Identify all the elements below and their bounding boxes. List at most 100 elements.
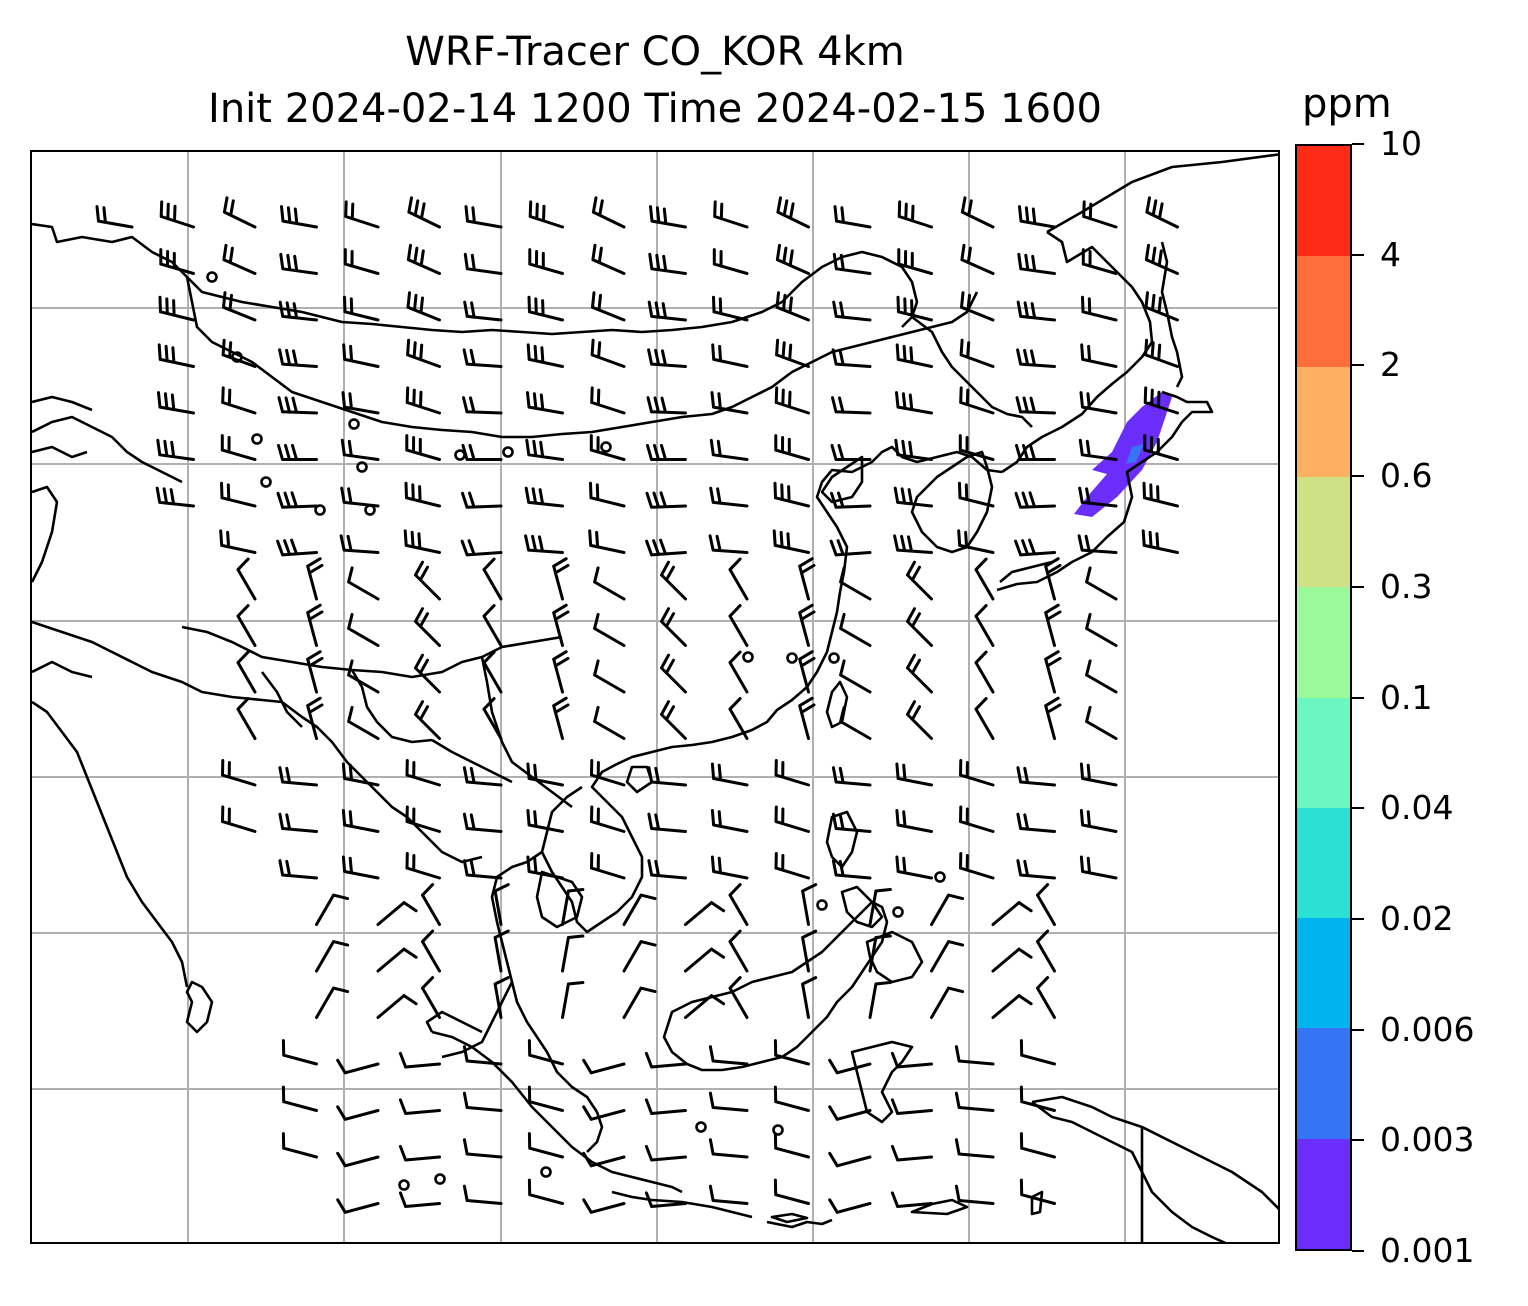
calm-marker [434, 1173, 446, 1185]
wind-barb [1145, 196, 1179, 229]
wind-barb [960, 291, 995, 322]
wind-barb [414, 700, 441, 740]
colorbar [1295, 144, 1352, 1251]
colorbar-segment [1297, 918, 1350, 1029]
wind-barb [728, 697, 749, 740]
wind-barb [341, 809, 380, 833]
wind-barb [774, 805, 810, 833]
calm-marker [742, 651, 754, 663]
wind-barb [906, 560, 933, 601]
wind-barb [958, 481, 995, 508]
wind-barb [959, 386, 995, 415]
wind-barb [524, 534, 564, 554]
wind-barb [710, 762, 749, 787]
wind-barb [1036, 976, 1056, 1019]
colorbar-tick [1352, 585, 1364, 588]
wind-barb [593, 705, 626, 740]
wind-barb [708, 1138, 749, 1159]
wind-barb [893, 534, 933, 554]
wind-barb [236, 650, 257, 694]
wind-barb [278, 348, 318, 368]
wind-barb [306, 603, 324, 647]
wind-barb [895, 343, 933, 368]
wind-barb [1082, 200, 1118, 229]
wind-barb [896, 295, 933, 322]
wind-barb [868, 934, 892, 973]
wind-barb [463, 252, 503, 275]
wind-barb [660, 607, 687, 647]
wind-barb [403, 529, 441, 554]
colorbar-segment [1297, 587, 1350, 698]
wind-barb [552, 603, 570, 647]
wind-barb [828, 1058, 872, 1075]
wind-barb [461, 444, 503, 461]
wind-barb [774, 386, 810, 415]
wind-barb [421, 883, 441, 926]
wind-barb [713, 200, 749, 229]
colorbar-tick [1352, 917, 1364, 920]
wind-barb [405, 805, 441, 833]
wind-barb [347, 659, 380, 694]
wind-barb [236, 604, 257, 647]
wind-barb [159, 248, 195, 275]
wind-barb [462, 766, 503, 787]
wind-barb [728, 604, 749, 647]
wind-barb [463, 300, 503, 322]
colorbar-tick-label: 0.3 [1380, 566, 1433, 606]
wind-barb [774, 852, 810, 880]
wind-barb [1085, 705, 1118, 740]
wind-barb [660, 700, 687, 740]
wind-barb [708, 1091, 749, 1112]
map-canvas [32, 152, 1278, 1242]
wind-barb [406, 291, 441, 322]
wind-barb [839, 566, 872, 601]
wind-barb [991, 947, 1033, 973]
calm-marker [398, 1179, 410, 1191]
map-panel[interactable] [30, 150, 1280, 1244]
colorbar-tick [1352, 475, 1364, 478]
wind-barb [528, 200, 564, 229]
colorbar-unit: ppm [1302, 81, 1392, 127]
wind-barb [1044, 650, 1062, 694]
wind-barb [798, 650, 816, 694]
wind-barb [462, 1091, 503, 1112]
wind-barb [775, 338, 810, 368]
wind-barb [1079, 391, 1118, 415]
wind-barb [1078, 486, 1118, 508]
colorbar-tick [1352, 364, 1364, 367]
wind-barb [798, 696, 816, 740]
wind-barb [155, 486, 195, 508]
wind-barb [306, 650, 324, 694]
wind-barb [708, 534, 749, 554]
wind-barb [644, 1191, 687, 1208]
calm-marker [348, 418, 360, 430]
wind-barb [1044, 557, 1062, 601]
colorbar-tick [1352, 253, 1364, 256]
wind-barb [622, 940, 657, 973]
wind-barb [831, 812, 872, 833]
wind-barb [1079, 809, 1118, 833]
wind-barb [461, 491, 503, 509]
calm-marker [502, 446, 514, 458]
wind-barb [1036, 929, 1056, 973]
wind-barb [1019, 1085, 1056, 1112]
wind-barb [376, 947, 418, 973]
wind-barb [590, 805, 626, 833]
wind-barb [906, 653, 933, 694]
wind-barb [959, 852, 995, 880]
wind-barb [236, 697, 257, 740]
wind-barb [974, 697, 995, 740]
wind-barb [710, 809, 749, 833]
wind-barb [895, 762, 933, 787]
wind-barb [398, 1098, 441, 1115]
wind-barb [647, 859, 687, 880]
wind-barb [158, 295, 195, 322]
wind-barb [462, 812, 503, 833]
wind-barb [1143, 386, 1179, 415]
wind-barb [1036, 883, 1056, 926]
wind-barb [341, 855, 380, 880]
wind-barb [277, 444, 318, 461]
wind-barb [776, 196, 810, 229]
wind-barb [708, 1045, 749, 1066]
wind-barb [528, 248, 564, 275]
